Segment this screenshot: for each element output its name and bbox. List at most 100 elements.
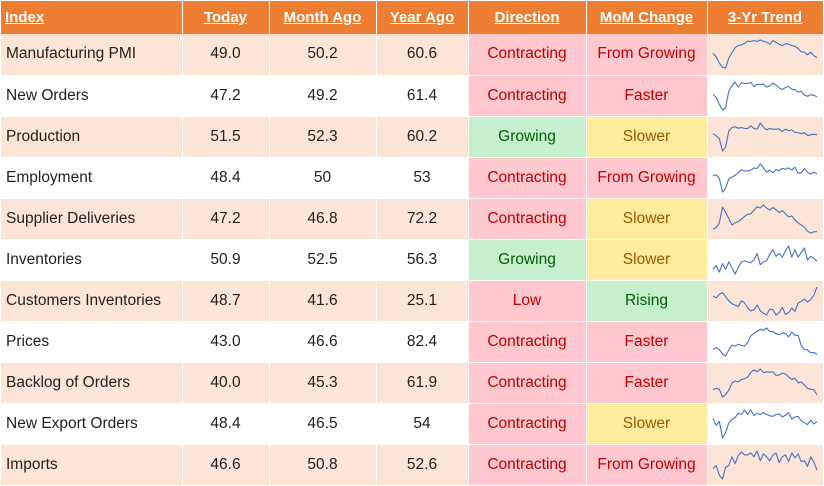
trend-cell: [707, 198, 824, 240]
index-name: New Export Orders: [1, 403, 183, 445]
trend-cell: [707, 116, 824, 158]
trend-cell: [707, 34, 824, 76]
sparkline-chart: [712, 80, 818, 111]
month-ago-value: 52.3: [269, 116, 377, 158]
table-row: Customers Inventories 48.7 41.6 25.1 Low Risi…: [1, 280, 824, 322]
index-name: Production: [1, 116, 183, 158]
index-name: Employment: [1, 157, 183, 199]
index-name: Prices: [1, 321, 183, 363]
direction-status: Growing: [468, 116, 587, 158]
table-row: Prices 43.0 46.6 82.4 Contracting Faster: [1, 321, 824, 363]
today-value: 43.0: [182, 321, 270, 363]
sparkline-line: [712, 449, 818, 480]
today-value: 48.4: [182, 403, 270, 445]
month-ago-value: 52.5: [269, 239, 377, 281]
sparkline-chart: [712, 408, 818, 439]
trend-cell: [707, 280, 824, 322]
mom-change-status: Faster: [586, 321, 708, 363]
sparkline-chart: [712, 286, 818, 316]
mom-change-status: Slower: [586, 198, 708, 240]
header-month-ago: Month Ago: [269, 1, 377, 34]
today-value: 48.7: [182, 280, 270, 322]
sparkline-line: [712, 286, 818, 316]
year-ago-value: 60.6: [376, 34, 469, 76]
trend-cell: [707, 403, 824, 445]
table-row: New Orders 47.2 49.2 61.4 Contracting Faster: [1, 75, 824, 117]
sparkline-chart: [712, 326, 818, 357]
year-ago-value: 52.6: [376, 444, 469, 486]
sparkline-chart: [712, 121, 818, 152]
index-name: Imports: [1, 444, 183, 486]
year-ago-value: 56.3: [376, 239, 469, 281]
trend-cell: [707, 362, 824, 404]
mom-change-status: From Growing: [586, 157, 708, 199]
index-name: Supplier Deliveries: [1, 198, 183, 240]
sparkline-chart: [712, 449, 818, 480]
sparkline-chart: [712, 162, 818, 193]
direction-status: Contracting: [468, 403, 587, 445]
today-value: 46.6: [182, 444, 270, 486]
header-mom-change: MoM Change: [586, 1, 708, 34]
index-name: Inventories: [1, 239, 183, 281]
table-row: Imports 46.6 50.8 52.6 Contracting From Growi…: [1, 444, 824, 486]
mom-change-status: Slower: [586, 239, 708, 281]
year-ago-value: 61.9: [376, 362, 469, 404]
sparkline-line: [712, 121, 818, 152]
today-value: 49.0: [182, 34, 270, 76]
direction-status: Contracting: [468, 75, 587, 117]
table-row: Employment 48.4 50 53 Contracting From Growin…: [1, 157, 824, 199]
mom-change-status: From Growing: [586, 444, 708, 486]
trend-cell: [707, 157, 824, 199]
year-ago-value: 72.2: [376, 198, 469, 240]
trend-cell: [707, 321, 824, 363]
header-year-ago: Year Ago: [376, 1, 469, 34]
direction-status: Contracting: [468, 157, 587, 199]
mom-change-status: Rising: [586, 280, 708, 322]
trend-cell: [707, 75, 824, 117]
table-row: Backlog of Orders 40.0 45.3 61.9 Contracting…: [1, 362, 824, 404]
month-ago-value: 50: [269, 157, 377, 199]
header-trend: 3-Yr Trend: [707, 1, 824, 34]
header-index: Index: [1, 1, 183, 34]
month-ago-value: 50.2: [269, 34, 377, 76]
sparkline-chart: [712, 203, 818, 234]
year-ago-value: 53: [376, 157, 469, 199]
header-today: Today: [182, 1, 270, 34]
sparkline-line: [712, 80, 818, 111]
table-row: New Export Orders 48.4 46.5 54 Contracting Sl…: [1, 403, 824, 445]
sparkline-line: [712, 244, 818, 275]
month-ago-value: 50.8: [269, 444, 377, 486]
sparkline-chart: [712, 367, 818, 398]
month-ago-value: 45.3: [269, 362, 377, 404]
year-ago-value: 54: [376, 403, 469, 445]
sparkline-line: [712, 39, 818, 69]
today-value: 51.5: [182, 116, 270, 158]
index-name: New Orders: [1, 75, 183, 117]
month-ago-value: 46.6: [269, 321, 377, 363]
today-value: 47.2: [182, 75, 270, 117]
sparkline-line: [712, 162, 818, 193]
table-row: Inventories 50.9 52.5 56.3 Growing Slower: [1, 239, 824, 281]
direction-status: Contracting: [468, 198, 587, 240]
sparkline-chart: [712, 39, 818, 69]
direction-status: Growing: [468, 239, 587, 281]
table-row: Manufacturing PMI 49.0 50.2 60.6 Contracting…: [1, 34, 824, 76]
mom-change-status: Slower: [586, 403, 708, 445]
table-body: Manufacturing PMI 49.0 50.2 60.6 Contracting…: [1, 34, 824, 486]
direction-status: Contracting: [468, 321, 587, 363]
direction-status: Contracting: [468, 362, 587, 404]
index-name: Customers Inventories: [1, 280, 183, 322]
mom-change-status: Faster: [586, 75, 708, 117]
header-row: Index Today Month Ago Year Ago Direction…: [1, 1, 824, 34]
sparkline-line: [712, 203, 818, 234]
mom-change-status: Slower: [586, 116, 708, 158]
table-row: Production 51.5 52.3 60.2 Growing Slower: [1, 116, 824, 158]
mom-change-status: From Growing: [586, 34, 708, 76]
sparkline-line: [712, 326, 818, 357]
today-value: 50.9: [182, 239, 270, 281]
sparkline-line: [712, 367, 818, 398]
year-ago-value: 61.4: [376, 75, 469, 117]
direction-status: Contracting: [468, 34, 587, 76]
index-name: Manufacturing PMI: [1, 34, 183, 76]
